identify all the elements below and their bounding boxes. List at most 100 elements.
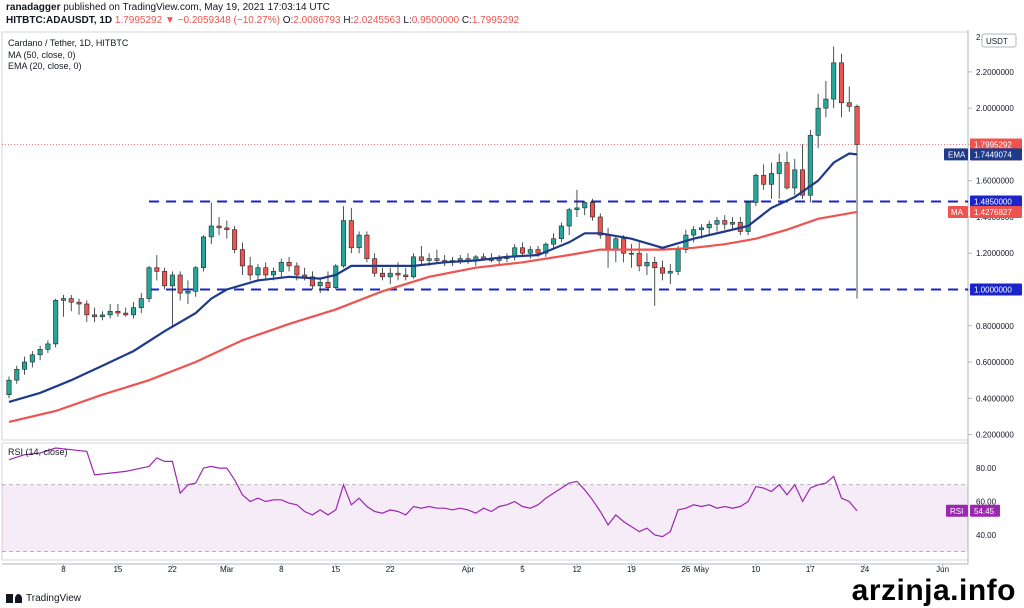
- ma50-line[interactable]: [8, 210, 858, 423]
- candle[interactable]: [146, 267, 152, 299]
- candle[interactable]: [379, 272, 385, 278]
- candle[interactable]: [185, 291, 191, 294]
- ema20-line[interactable]: [8, 152, 858, 403]
- candle[interactable]: [605, 234, 611, 250]
- candle[interactable]: [201, 236, 207, 269]
- candle[interactable]: [115, 310, 121, 314]
- candle[interactable]: [761, 174, 767, 185]
- candle[interactable]: [22, 361, 28, 370]
- candle[interactable]: [535, 249, 541, 254]
- candle[interactable]: [271, 271, 277, 276]
- candle[interactable]: [768, 173, 774, 185]
- candle[interactable]: [636, 252, 642, 267]
- candle[interactable]: [224, 227, 230, 230]
- candle[interactable]: [294, 265, 300, 276]
- publisher-name[interactable]: ranadagger: [6, 2, 61, 13]
- candle[interactable]: [566, 209, 572, 227]
- candle[interactable]: [792, 169, 798, 189]
- candle[interactable]: [395, 272, 401, 276]
- candle[interactable]: [162, 271, 168, 287]
- candle[interactable]: [341, 220, 347, 267]
- chart-area[interactable]: 2.20000002.00000001.80000001.60000001.40…: [0, 30, 1024, 588]
- tradingview-brand[interactable]: TradingView: [6, 593, 81, 604]
- candle[interactable]: [278, 261, 284, 272]
- candle[interactable]: [14, 368, 20, 381]
- candle[interactable]: [325, 281, 331, 288]
- candle[interactable]: [247, 265, 253, 276]
- candle[interactable]: [613, 238, 619, 250]
- candle[interactable]: [177, 274, 183, 294]
- candle[interactable]: [123, 312, 129, 316]
- candle[interactable]: [667, 271, 673, 274]
- candle[interactable]: [76, 301, 82, 305]
- candle[interactable]: [714, 220, 720, 225]
- rsi-pane[interactable]: [1, 442, 969, 561]
- candle[interactable]: [660, 267, 666, 274]
- rsi-line[interactable]: [8, 447, 858, 538]
- candle[interactable]: [130, 307, 136, 316]
- candle[interactable]: [628, 252, 634, 255]
- candle[interactable]: [348, 220, 354, 249]
- candle[interactable]: [589, 202, 595, 218]
- candle[interactable]: [730, 222, 736, 225]
- candle[interactable]: [597, 216, 603, 236]
- currency-badge[interactable]: USDT: [986, 37, 1008, 46]
- candle[interactable]: [698, 227, 704, 230]
- candle[interactable]: [255, 267, 261, 276]
- candle[interactable]: [356, 234, 362, 249]
- candle[interactable]: [621, 238, 627, 254]
- candle[interactable]: [333, 265, 339, 288]
- candle[interactable]: [68, 298, 74, 303]
- candle[interactable]: [519, 247, 525, 254]
- candle[interactable]: [706, 223, 712, 229]
- candle[interactable]: [387, 272, 393, 278]
- candle[interactable]: [807, 135, 813, 196]
- candle[interactable]: [37, 349, 43, 356]
- candle[interactable]: [232, 229, 238, 250]
- candle[interactable]: [263, 267, 269, 276]
- candle[interactable]: [846, 102, 852, 107]
- candle[interactable]: [107, 310, 113, 316]
- candle[interactable]: [527, 249, 533, 254]
- candle[interactable]: [45, 343, 51, 350]
- candle[interactable]: [745, 202, 751, 232]
- candle[interactable]: [776, 162, 782, 174]
- candle[interactable]: [543, 243, 549, 254]
- candle[interactable]: [675, 249, 681, 272]
- candle[interactable]: [558, 225, 564, 240]
- candle[interactable]: [154, 267, 160, 272]
- candle[interactable]: [403, 274, 409, 278]
- candle[interactable]: [53, 300, 59, 345]
- candle[interactable]: [823, 98, 829, 109]
- candle[interactable]: [317, 281, 323, 287]
- candle[interactable]: [138, 298, 144, 308]
- candle[interactable]: [652, 261, 658, 269]
- price-pane[interactable]: [1, 31, 969, 441]
- candle[interactable]: [784, 162, 790, 189]
- currency-badge-box[interactable]: [981, 33, 1017, 48]
- candle[interactable]: [574, 207, 580, 211]
- candle[interactable]: [854, 106, 860, 145]
- candle[interactable]: [434, 258, 440, 261]
- candle[interactable]: [457, 258, 463, 261]
- candle[interactable]: [6, 379, 12, 395]
- candle[interactable]: [208, 225, 214, 238]
- candle[interactable]: [753, 174, 759, 203]
- candle[interactable]: [644, 261, 650, 267]
- candle[interactable]: [29, 354, 35, 363]
- candle[interactable]: [309, 276, 315, 287]
- candle[interactable]: [722, 220, 728, 225]
- candle[interactable]: [691, 229, 697, 236]
- candle[interactable]: [815, 107, 821, 136]
- candle[interactable]: [364, 234, 370, 259]
- candle[interactable]: [838, 62, 844, 104]
- candle[interactable]: [286, 261, 292, 267]
- candle[interactable]: [84, 303, 90, 316]
- candle[interactable]: [193, 267, 199, 292]
- candle[interactable]: [239, 249, 245, 267]
- candle[interactable]: [426, 258, 432, 261]
- candle[interactable]: [831, 62, 837, 100]
- candle[interactable]: [216, 225, 222, 229]
- candle[interactable]: [92, 314, 98, 317]
- candle[interactable]: [800, 169, 806, 196]
